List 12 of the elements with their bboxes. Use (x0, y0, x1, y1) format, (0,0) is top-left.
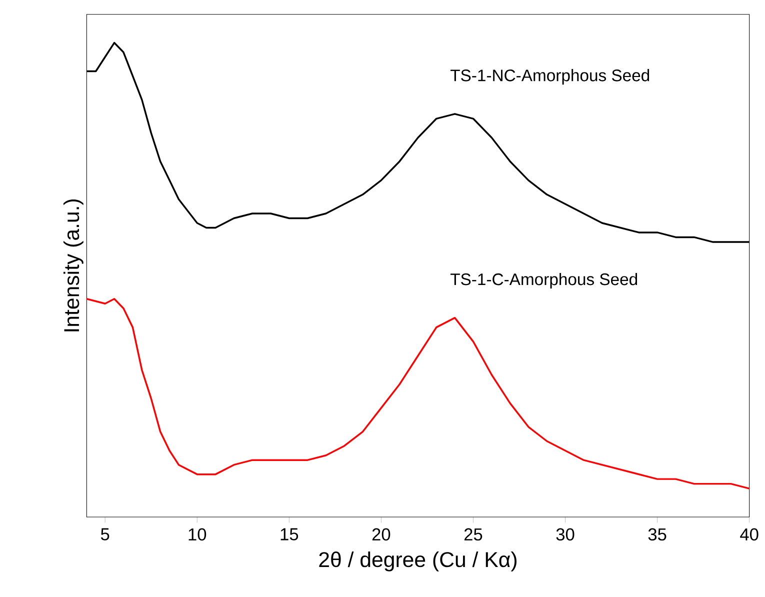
x-tick-label: 10 (188, 528, 206, 541)
x-tick-label: 20 (372, 528, 390, 541)
x-tick-label: 15 (280, 528, 298, 540)
x-axis-title: 2θ / degree (Cu / Kα) (319, 552, 516, 572)
y-axis-title: Intensity (a.u.) (63, 199, 84, 332)
x-tick-label: 40 (740, 528, 758, 541)
series-label: TS-1-C-Amorphous Seed (450, 272, 638, 289)
x-tick-label: 5 (100, 528, 110, 540)
x-tick-label: 30 (556, 528, 574, 541)
x-tick-label: 35 (648, 528, 666, 541)
x-tick-label: 25 (464, 528, 482, 541)
series-label: TS-1-NC-Amorphous Seed (450, 69, 650, 85)
